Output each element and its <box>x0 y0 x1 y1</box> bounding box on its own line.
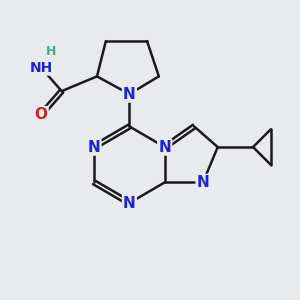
Text: NH: NH <box>29 61 53 75</box>
Text: O: O <box>34 107 48 122</box>
Text: H: H <box>46 45 56 58</box>
Text: N: N <box>123 196 136 211</box>
Text: N: N <box>123 87 136 102</box>
Text: N: N <box>88 140 100 154</box>
Text: N: N <box>196 175 209 190</box>
Text: N: N <box>158 140 171 154</box>
